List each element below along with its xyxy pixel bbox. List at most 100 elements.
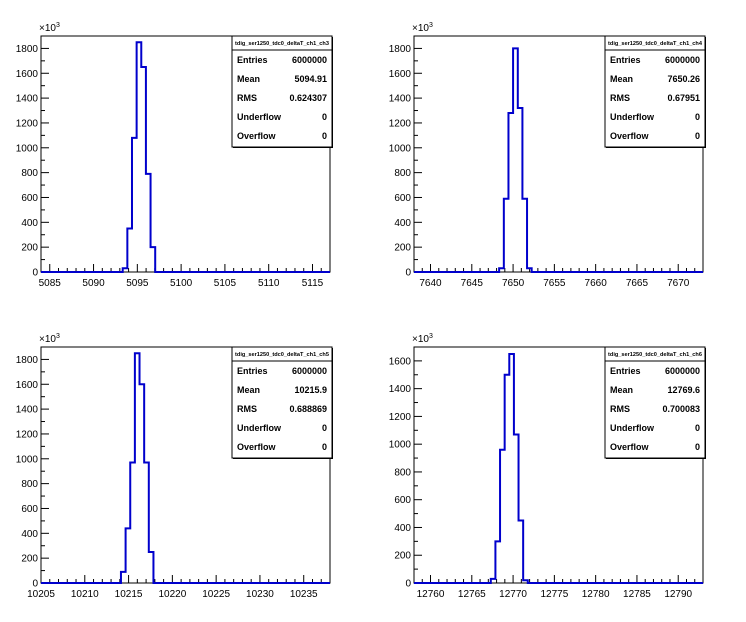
stats-value: 0 — [322, 112, 327, 122]
x-tick-label: 7645 — [461, 278, 484, 289]
stats-value: 7650.26 — [667, 74, 700, 84]
stats-label: RMS — [237, 404, 257, 414]
y-tick-label: 1600 — [16, 380, 39, 391]
x-tick-label: 12760 — [417, 589, 445, 600]
histogram-bin — [127, 229, 132, 272]
y-tick-label: 1800 — [16, 355, 39, 366]
x-tick-label: 7660 — [585, 278, 608, 289]
x-tick-label: 7640 — [419, 278, 442, 289]
y-tick-label: 1000 — [16, 143, 39, 154]
y-tick-label: 200 — [21, 554, 38, 565]
x-tick-label: 10215 — [115, 589, 143, 600]
y-tick-label: 1400 — [389, 94, 412, 105]
x-tick-label: 5115 — [302, 278, 324, 289]
stats-label: Mean — [237, 385, 260, 395]
histogram-bin — [132, 138, 137, 272]
y-tick-label: 1400 — [16, 405, 39, 416]
stats-value: 0 — [695, 423, 700, 433]
y-tick-label: 1000 — [389, 440, 412, 451]
stats-label: RMS — [610, 404, 630, 414]
y-multiplier-label: ×103 — [412, 333, 433, 345]
histogram-bin — [140, 384, 145, 583]
histogram-bin — [500, 450, 505, 583]
x-tick-label: 5105 — [214, 278, 237, 289]
y-tick-label: 1200 — [16, 429, 39, 440]
x-tick-label: 12790 — [664, 589, 692, 600]
stats-value: 0 — [695, 131, 700, 141]
stats-label: RMS — [610, 93, 630, 103]
x-tick-label: 7665 — [626, 278, 649, 289]
histogram-bin — [123, 268, 128, 272]
stats-value: 12769.6 — [667, 385, 700, 395]
histogram-title: tdig_ser1250_tdc0_deltaT_ch1_ch5 — [235, 352, 329, 358]
y-tick-label: 600 — [394, 495, 411, 506]
histogram-bin — [149, 552, 154, 583]
histogram-bin — [509, 354, 514, 583]
y-tick-label: 400 — [394, 523, 411, 534]
histogram-bin — [126, 528, 131, 583]
y-tick-label: 1200 — [389, 412, 412, 423]
x-tick-label: 10230 — [246, 589, 274, 600]
stats-value: 0 — [322, 131, 327, 141]
stats-value: 6000000 — [292, 55, 327, 65]
y-tick-label: 800 — [394, 168, 411, 179]
x-tick-label: 5085 — [39, 278, 62, 289]
histogram-bin — [491, 579, 496, 583]
y-multiplier-label: ×103 — [39, 22, 60, 34]
stats-label: Overflow — [610, 442, 650, 452]
stats-label: Mean — [610, 385, 633, 395]
x-tick-label: 12775 — [540, 589, 568, 600]
stats-box — [231, 346, 333, 459]
y-tick-label: 1600 — [16, 69, 39, 80]
x-tick-label: 10210 — [71, 589, 99, 600]
y-tick-label: 600 — [21, 193, 38, 204]
histogram-bin — [518, 108, 523, 272]
y-tick-label: 1600 — [389, 356, 412, 367]
stats-value: 0 — [322, 423, 327, 433]
stats-value: 0 — [695, 442, 700, 452]
histogram-bin — [130, 463, 135, 583]
x-tick-label: 5090 — [82, 278, 105, 289]
y-tick-label: 800 — [21, 168, 38, 179]
histogram-bin — [137, 42, 142, 272]
stats-label: Overflow — [237, 442, 277, 452]
y-tick-label: 200 — [394, 243, 411, 254]
histogram-line — [414, 352, 703, 584]
histogram-bin — [504, 199, 509, 272]
stats-value: 6000000 — [292, 366, 327, 376]
stats-label: Entries — [237, 366, 268, 376]
stats-box — [604, 346, 706, 459]
histogram-title: tdig_ser1250_tdc0_deltaT_ch1_ch3 — [235, 41, 329, 47]
stats-value: 0 — [322, 442, 327, 452]
histogram-bin — [505, 375, 510, 583]
stats-label: Mean — [237, 74, 260, 84]
histogram-panel-4: 0 200 400 600 800 1000 1200 1400 1600×103 12760 12… — [389, 333, 706, 600]
y-tick-label: 1200 — [16, 118, 39, 129]
y-tick-label: 0 — [405, 268, 411, 279]
y-multiplier-label: ×103 — [412, 22, 433, 34]
y-tick-label: 1800 — [389, 44, 412, 55]
stats-value: 0.67951 — [667, 93, 700, 103]
histogram-bin — [514, 434, 519, 583]
stats-value: 6000000 — [665, 366, 700, 376]
x-tick-label: 12785 — [623, 589, 651, 600]
y-tick-label: 1200 — [389, 118, 412, 129]
histogram-bin — [527, 268, 532, 272]
y-tick-label: 600 — [21, 504, 38, 515]
histogram-bin — [519, 521, 524, 583]
x-tick-label: 5110 — [258, 278, 280, 289]
histogram-line — [41, 352, 330, 584]
histogram-bin — [144, 463, 149, 583]
y-tick-label: 400 — [21, 218, 38, 229]
stats-value: 0.700083 — [662, 404, 700, 414]
x-tick-label: 10235 — [290, 589, 318, 600]
histogram-bin — [121, 572, 126, 583]
histogram-line — [41, 41, 330, 273]
x-tick-label: 10225 — [202, 589, 230, 600]
stats-value: 0.688869 — [289, 404, 327, 414]
stats-value: 6000000 — [665, 55, 700, 65]
x-tick-label: 7670 — [667, 278, 690, 289]
histogram-bin — [135, 353, 140, 583]
histogram-panel-1: 0 200 400 600 800 1000 1200 1400 1600 1800×103 508… — [16, 22, 333, 289]
